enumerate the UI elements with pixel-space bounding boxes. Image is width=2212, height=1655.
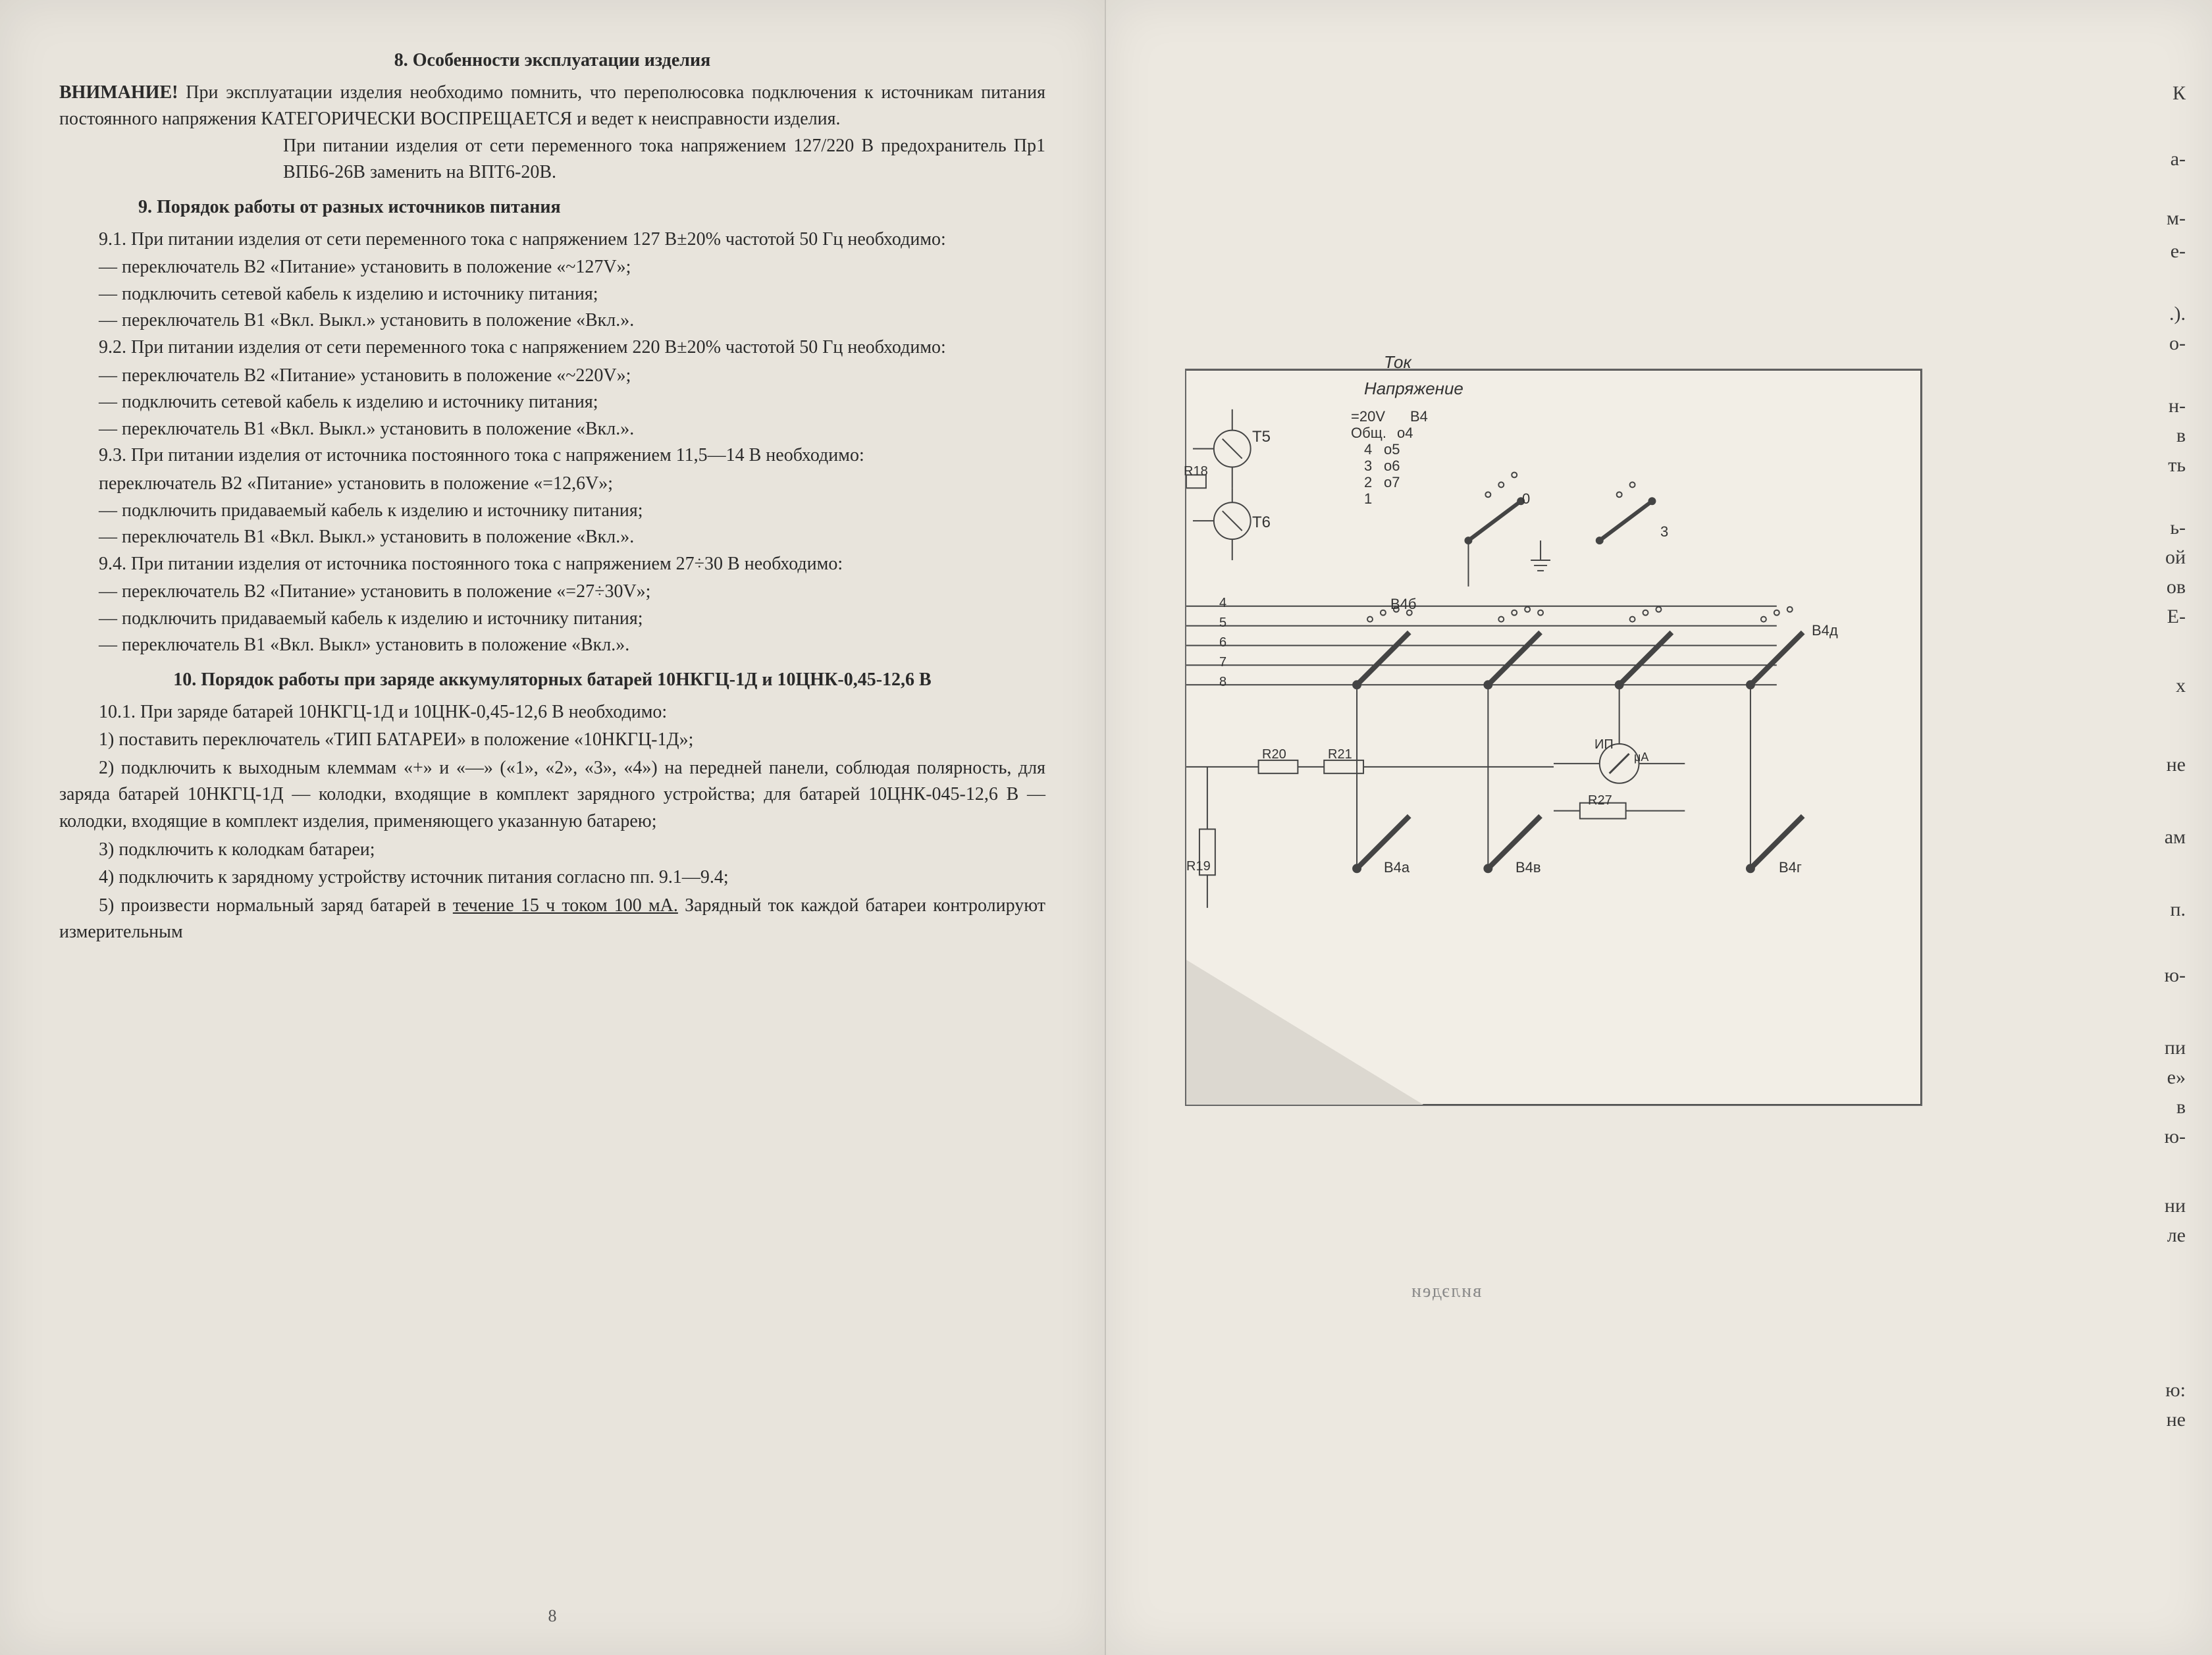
label-s1: 1 bbox=[1364, 488, 1372, 510]
label-r20: R20 bbox=[1262, 745, 1286, 764]
label-ip: ИП bbox=[1594, 735, 1614, 754]
p93: 9.3. При питании изделия от источника по… bbox=[59, 442, 1045, 469]
label-n3: 3 bbox=[1660, 521, 1668, 542]
page-number: 8 bbox=[548, 1604, 557, 1629]
p101-1: 1) поставить переключатель «ТИП БАТАРЕИ»… bbox=[59, 727, 1045, 754]
attention-body2: При питании изделия от сети переменного … bbox=[59, 133, 1045, 186]
label-n4a: 4 bbox=[1219, 594, 1226, 613]
margin-fragment: ь- bbox=[2170, 513, 2186, 542]
p92-d2: — подключить сетевой кабель к изделию и … bbox=[59, 389, 1045, 416]
p92-d1: — переключатель В2 «Питание» установить … bbox=[59, 363, 1045, 390]
right-page: Ка-м-е-.).о-н-втьь-ойовЕ-хнеамп.ю-пие»вю… bbox=[1106, 0, 2212, 1655]
label-b4g: В4г bbox=[1779, 857, 1802, 878]
p101: 10.1. При заряде батарей 10НКГЦ-1Д и 10Ц… bbox=[59, 699, 1045, 726]
p91-d2: — подключить сетевой кабель к изделию и … bbox=[59, 281, 1045, 308]
label-napr: Напряжение bbox=[1364, 377, 1463, 402]
margin-fragment: ам bbox=[2165, 823, 2186, 852]
margin-fragment: о- bbox=[2169, 329, 2186, 358]
p92: 9.2. При питании изделия от сети перемен… bbox=[59, 334, 1045, 361]
margin-fragment: п. bbox=[2170, 895, 2186, 924]
p101-5: 5) произвести нормальный заряд батарей в… bbox=[59, 893, 1045, 946]
section10-title: 10. Порядок работы при заряде аккумулято… bbox=[59, 667, 1045, 694]
p101-5a: 5) произвести нормальный заряд батарей в bbox=[99, 895, 453, 916]
section8-title: 8. Особенности эксплуатации изделия bbox=[59, 47, 1045, 74]
p101-4: 4) подключить к зарядному устройству ист… bbox=[59, 864, 1045, 891]
schematic-diagram: Ток Напряжение =20V В4 Общ. о4 4 о5 3 о6… bbox=[1185, 369, 1922, 1106]
folded-corner bbox=[1186, 960, 1423, 1105]
label-n0: 0 bbox=[1522, 488, 1530, 510]
reversed-bleed-text: вилэдеи bbox=[1410, 1278, 1481, 1305]
margin-fragment: не bbox=[2167, 750, 2186, 779]
margin-fragment: ой bbox=[2165, 543, 2186, 572]
label-b4d: В4д bbox=[1812, 620, 1838, 641]
attention-label: ВНИМАНИЕ! bbox=[59, 82, 178, 103]
label-b4a: В4а bbox=[1384, 857, 1409, 878]
label-n5a: 5 bbox=[1219, 614, 1226, 633]
label-r19: R19 bbox=[1186, 857, 1211, 876]
label-n6a: 6 bbox=[1219, 633, 1226, 652]
p93-d3: — переключатель В1 «Вкл. Выкл.» установи… bbox=[59, 524, 1045, 551]
label-n8a: 8 bbox=[1219, 673, 1226, 692]
label-r21: R21 bbox=[1328, 745, 1352, 764]
label-r27: R27 bbox=[1588, 791, 1612, 810]
label-t6: Т6 bbox=[1252, 512, 1271, 535]
p101-2: 2) подключить к выходным клеммам «+» и «… bbox=[59, 755, 1045, 835]
margin-fragment: .). bbox=[2169, 300, 2186, 328]
margin-fragment: а- bbox=[2171, 145, 2186, 174]
margin-fragment: Е- bbox=[2167, 602, 2186, 631]
label-tok: Ток bbox=[1384, 350, 1411, 375]
p94-d2: — подключить придаваемый кабель к издели… bbox=[59, 606, 1045, 633]
label-b4b: В4б bbox=[1390, 594, 1417, 615]
p101-5b: течение 15 ч током 100 мА. bbox=[453, 895, 678, 916]
margin-fragment: ни bbox=[2165, 1192, 2186, 1221]
p93-d2: — подключить придаваемый кабель к издели… bbox=[59, 498, 1045, 525]
p91-d3: — переключатель В1 «Вкл. Выкл.» установи… bbox=[59, 307, 1045, 334]
left-page: 8. Особенности эксплуатации изделия ВНИМ… bbox=[0, 0, 1106, 1655]
margin-fragment: ле bbox=[2167, 1221, 2186, 1250]
margin-fragment: м- bbox=[2167, 204, 2186, 233]
margin-fragment: е» bbox=[2167, 1063, 2186, 1092]
margin-fragment: ю- bbox=[2165, 961, 2186, 990]
p91: 9.1. При питании изделия от сети перемен… bbox=[59, 226, 1045, 253]
label-n7a: 7 bbox=[1219, 653, 1226, 672]
label-ua: μА bbox=[1634, 749, 1648, 766]
margin-fragment: не bbox=[2167, 1405, 2186, 1434]
margin-fragment: х bbox=[2176, 671, 2186, 700]
p94-d3: — переключатель В1 «Вкл. Выкл» установит… bbox=[59, 632, 1045, 659]
margin-fragment: К bbox=[2172, 79, 2186, 108]
margin-fragment: ю- bbox=[2165, 1122, 2186, 1151]
p94-d1: — переключатель В2 «Питание» установить … bbox=[59, 579, 1045, 606]
attention-body: При эксплуатации изделия необходимо помн… bbox=[59, 82, 1045, 130]
label-o7: о7 bbox=[1384, 472, 1400, 493]
section9-title: 9. Порядок работы от разных источников п… bbox=[59, 194, 1045, 221]
label-t5: Т5 bbox=[1252, 426, 1271, 449]
margin-fragment: ю: bbox=[2165, 1376, 2186, 1405]
margin-fragment: пи bbox=[2165, 1034, 2186, 1063]
p94: 9.4. При питании изделия от источника по… bbox=[59, 551, 1045, 578]
margin-fragment: ов bbox=[2167, 573, 2186, 602]
p93-d1: переключатель В2 «Питание» установить в … bbox=[59, 471, 1045, 498]
margin-fragment: в bbox=[2176, 421, 2186, 450]
p92-d3: — переключатель В1 «Вкл. Выкл.» установи… bbox=[59, 416, 1045, 443]
label-b4v: В4в bbox=[1515, 857, 1541, 878]
margin-fragment: ть bbox=[2168, 451, 2186, 480]
margin-fragment: в bbox=[2176, 1093, 2186, 1122]
margin-fragment: е- bbox=[2171, 237, 2186, 266]
attention-block: ВНИМАНИЕ! При эксплуатации изделия необх… bbox=[59, 80, 1045, 133]
margin-fragment: н- bbox=[2169, 392, 2186, 421]
p101-3: 3) подключить к колодкам батареи; bbox=[59, 837, 1045, 864]
label-r18: R18 bbox=[1184, 462, 1208, 481]
p91-d1: — переключатель В2 «Питание» установить … bbox=[59, 254, 1045, 281]
